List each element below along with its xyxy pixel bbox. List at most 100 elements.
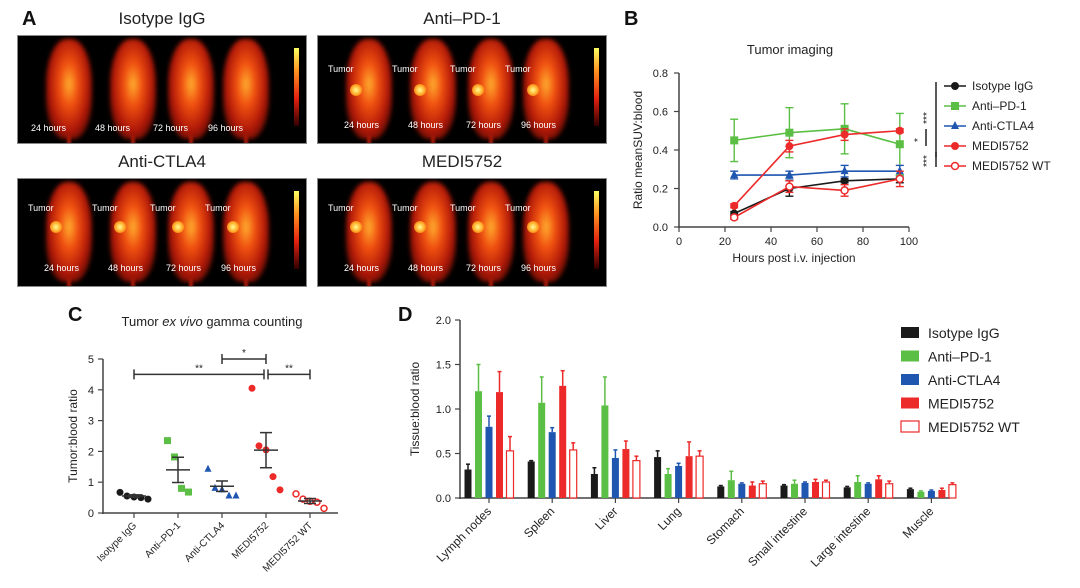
tumor-label: Tumor <box>150 203 176 213</box>
series-line <box>734 128 901 145</box>
mouse-tail <box>131 277 135 286</box>
data-point <box>730 201 739 210</box>
pet-image-medi5752: 24 hours Tumor 48 hours Tumor 72 hours Tumor 9… <box>317 178 607 287</box>
mouse-tail <box>131 134 135 143</box>
mouse-tail <box>67 277 71 286</box>
x-tick-label: 40 <box>765 236 777 248</box>
series-line <box>733 178 900 215</box>
data-point <box>248 384 256 392</box>
mouse-scan <box>46 39 92 139</box>
time-label: 48 hours <box>408 263 444 273</box>
bar <box>738 483 746 498</box>
y-tick-label: 1.5 <box>436 360 451 372</box>
tumor-hotspot <box>350 221 362 233</box>
significance-label: *** <box>922 155 933 167</box>
time-label: 48 hours <box>95 123 131 133</box>
significance-label: ** <box>285 363 293 374</box>
bar <box>695 455 704 499</box>
data-point <box>785 170 794 179</box>
title-part: Tumor <box>122 314 163 329</box>
bar <box>727 480 735 498</box>
legend-swatch <box>901 350 919 362</box>
mouse-tail <box>367 277 371 286</box>
y-tick-label: 1 <box>88 477 94 489</box>
tumor-label: Tumor <box>505 203 531 213</box>
time-label: 96 hours <box>521 120 557 130</box>
legend-swatch <box>900 420 920 433</box>
data-point <box>144 495 152 503</box>
bar <box>654 457 662 498</box>
bar <box>611 457 619 498</box>
mouse-tail <box>489 277 493 286</box>
data-point <box>164 437 171 445</box>
data-point <box>895 140 904 149</box>
bar <box>812 481 819 498</box>
title-part: ex vivo <box>162 314 202 329</box>
bar <box>664 473 672 498</box>
time-label: 24 hours <box>344 120 380 130</box>
bar <box>885 483 894 499</box>
bar <box>685 456 693 498</box>
significance-label: ** <box>195 363 203 374</box>
data-point <box>232 491 240 499</box>
bar <box>927 490 935 498</box>
legend-swatch <box>901 374 919 385</box>
tumor-hotspot <box>414 221 426 233</box>
panel-label-c: C <box>68 304 83 326</box>
tumor-label: Tumor <box>328 64 354 74</box>
data-point <box>269 473 277 481</box>
image-title-medi5752: MEDI5752 <box>421 152 503 171</box>
bar <box>505 450 515 499</box>
x-tick-label: 20 <box>719 236 731 248</box>
mouse-tail <box>431 134 435 143</box>
bar <box>854 481 862 498</box>
color-scale-bar <box>294 191 299 269</box>
x-tick-label: 60 <box>811 236 823 248</box>
tumor-label: Tumor <box>205 203 231 213</box>
y-tick-label: 0 <box>88 508 94 520</box>
pet-image-anti-pd1: 24 hours Tumor 48 hours Tumor 72 hours Tumor 9… <box>317 35 607 144</box>
mouse-tail <box>489 134 493 143</box>
time-label: 24 hours <box>44 263 80 273</box>
y-tick-label: 0.0 <box>653 222 668 234</box>
data-point <box>951 121 959 129</box>
tumor-label: Tumor <box>450 64 476 74</box>
data-point <box>951 102 959 110</box>
bar <box>527 461 535 498</box>
legend-label: Anti–PD-1 <box>972 99 1027 113</box>
x-tick-label: 0 <box>676 236 682 248</box>
series-line <box>734 170 900 176</box>
data-point <box>204 464 212 472</box>
tumor-hotspot <box>472 221 484 233</box>
bar <box>758 483 767 499</box>
time-label: 48 hours <box>408 120 444 130</box>
data-point <box>840 176 849 185</box>
x-tick-label: 100 <box>900 236 918 248</box>
x-tick-label: Isotype IgG <box>95 520 139 564</box>
image-title-anti-ctla4: Anti-CTLA4 <box>118 152 206 171</box>
tumor-label: Tumor <box>328 203 354 213</box>
data-point <box>840 186 849 195</box>
significance-label: * <box>242 348 246 359</box>
bar <box>717 486 725 498</box>
legend-label: Anti–PD-1 <box>928 349 992 365</box>
x-tick-label: Spleen <box>521 504 557 540</box>
mouse-tail <box>67 134 71 143</box>
significance-label: * <box>913 138 924 142</box>
bar <box>748 485 756 498</box>
mouse-tail <box>431 277 435 286</box>
bar <box>864 483 872 498</box>
x-tick-label: Anti–PD-1 <box>143 520 183 560</box>
legend-label: Isotype IgG <box>972 79 1033 93</box>
legend-swatch <box>901 327 919 338</box>
bar <box>622 449 630 498</box>
y-tick-label: 0.0 <box>436 493 451 505</box>
x-axis-label: Hours post i.v. injection <box>732 251 855 265</box>
y-tick-label: 3 <box>88 416 94 428</box>
tumor-label: Tumor <box>28 203 54 213</box>
bar <box>538 402 546 498</box>
tumor-label: Tumor <box>450 203 476 213</box>
series-line <box>733 129 900 207</box>
data-point <box>116 488 124 496</box>
